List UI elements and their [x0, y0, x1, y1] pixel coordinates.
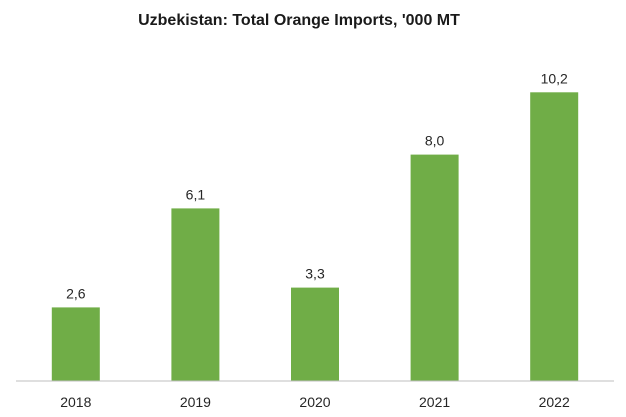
bars-layer	[51, 92, 579, 382]
x-tick-label-2018: 2018	[60, 394, 91, 410]
data-label-2018: 2,6	[66, 285, 86, 301]
bar-2020	[291, 287, 339, 381]
chart-title: Uzbekistan: Total Orange Imports, '000 M…	[138, 12, 460, 29]
x-tick-label-2020: 2020	[299, 394, 330, 410]
data-label-2020: 3,3	[305, 266, 325, 282]
x-tick-label-2022: 2022	[539, 394, 570, 410]
bar-2018	[51, 307, 100, 381]
x-tick-label-2019: 2019	[180, 394, 211, 410]
x-tick-label-2021: 2021	[419, 394, 450, 410]
data-label-2021: 8,0	[425, 133, 445, 149]
bar-2021	[410, 154, 459, 381]
bar-2022	[530, 92, 579, 382]
data-label-2022: 10,2	[541, 70, 568, 86]
labels-layer: 2,6 2018 6,1 2019 3,3 2020 8,0 2021 10,2 2022	[60, 70, 570, 410]
bar-2019	[171, 208, 220, 381]
data-label-2019: 6,1	[186, 186, 206, 202]
